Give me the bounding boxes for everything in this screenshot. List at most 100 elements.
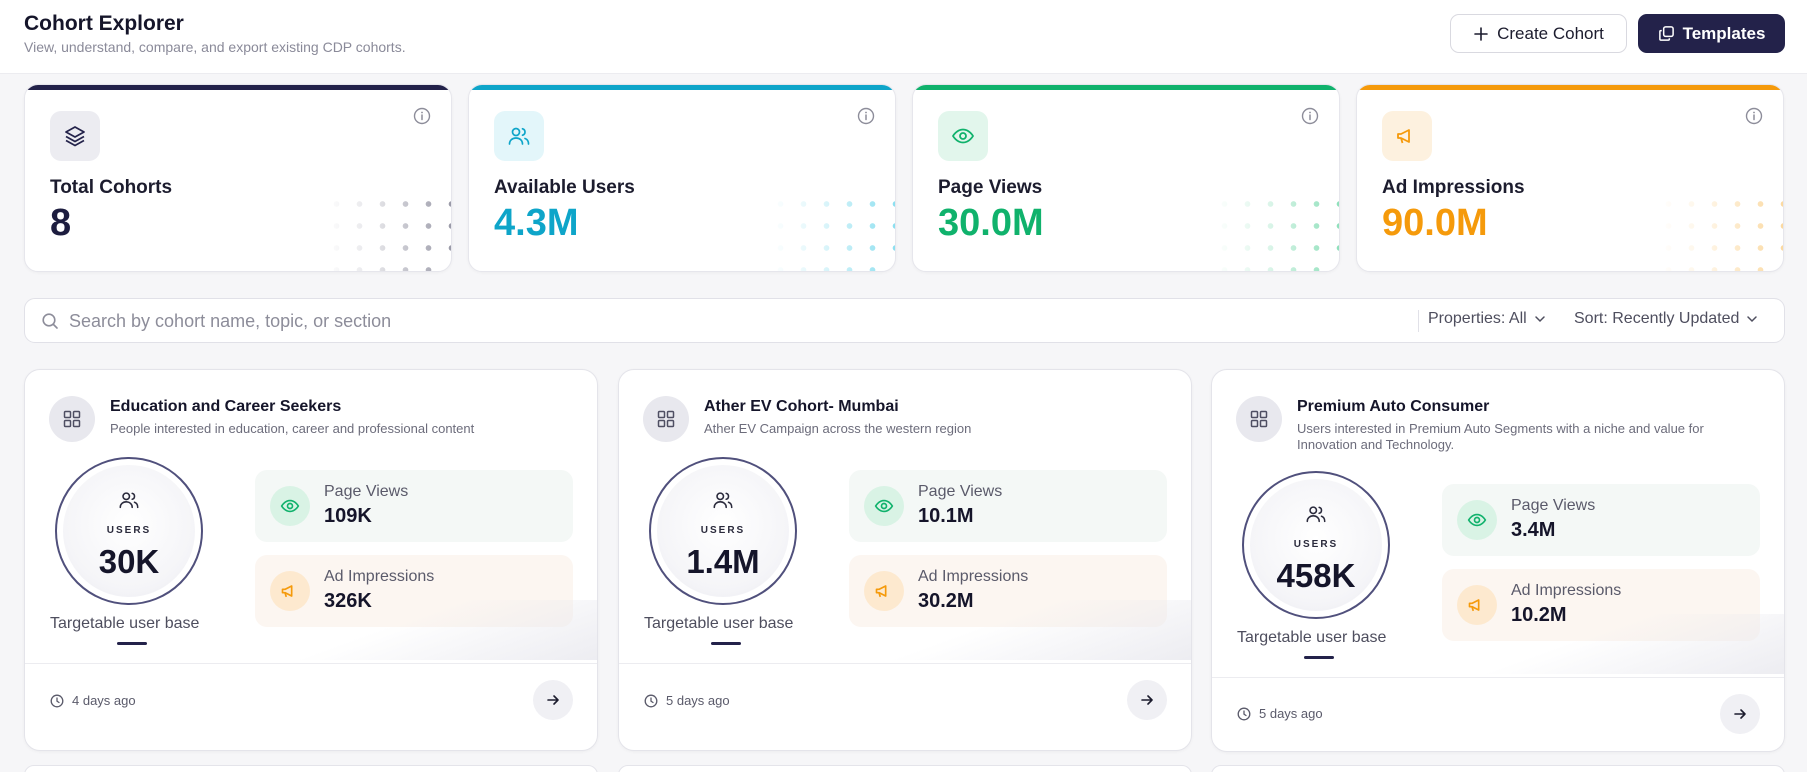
metric-label: Page Views bbox=[324, 483, 409, 500]
dot-pattern bbox=[323, 191, 451, 271]
users-icon bbox=[713, 492, 733, 509]
underline-indicator bbox=[117, 642, 147, 645]
open-cohort-button[interactable] bbox=[1127, 680, 1167, 720]
sort-label: Sort: Recently Updated bbox=[1574, 310, 1740, 327]
dot-pattern bbox=[1655, 191, 1783, 271]
metric-label: Ad Impressions bbox=[918, 568, 1029, 585]
stat-card-total-cohorts: Total Cohorts 8 bbox=[24, 84, 452, 272]
cohort-card[interactable]: Education and Career Seekers People inte… bbox=[24, 369, 598, 751]
page-subtitle: View, understand, compare, and export ex… bbox=[24, 39, 406, 55]
info-icon[interactable] bbox=[1301, 107, 1319, 125]
cohort-title: Ather EV Cohort- Mumbai bbox=[704, 398, 899, 415]
eye-icon bbox=[1457, 500, 1497, 540]
users-icon bbox=[119, 492, 139, 509]
cohort-description: Ather EV Campaign across the western reg… bbox=[704, 421, 972, 436]
users-ring: USERS 1.4M bbox=[649, 457, 797, 605]
metric-label: Ad Impressions bbox=[1511, 582, 1622, 599]
users-label: USERS bbox=[700, 525, 746, 536]
card-divider bbox=[1212, 677, 1784, 678]
sort-dropdown[interactable]: Sort: Recently Updated bbox=[1574, 310, 1758, 328]
templates-button[interactable]: Templates bbox=[1638, 14, 1785, 53]
plus-icon bbox=[1474, 26, 1488, 41]
templates-label: Templates bbox=[1682, 23, 1766, 43]
create-cohort-label: Create Cohort bbox=[1497, 23, 1604, 43]
open-cohort-button[interactable] bbox=[1720, 694, 1760, 734]
metric-label: Ad Impressions bbox=[324, 568, 435, 585]
clock-icon bbox=[644, 694, 658, 707]
users-icon bbox=[494, 111, 544, 161]
stat-card-available-users: Available Users 4.3M bbox=[468, 84, 896, 272]
metric-value: 3.4M bbox=[1511, 519, 1556, 541]
cohort-card[interactable]: Premium Auto Consumer Users interested i… bbox=[1211, 369, 1785, 752]
page-header: Cohort Explorer View, understand, compar… bbox=[0, 0, 1807, 74]
cohort-description: Users interested in Premium Auto Segment… bbox=[1297, 421, 1704, 452]
eye-icon bbox=[938, 111, 988, 161]
users-value: 30K bbox=[98, 543, 160, 580]
copy-icon bbox=[1658, 26, 1674, 41]
dot-pattern bbox=[1211, 191, 1339, 271]
targetable-label: Targetable user base bbox=[50, 615, 200, 632]
info-icon[interactable] bbox=[413, 107, 431, 125]
dot-pattern bbox=[767, 191, 895, 271]
updated-text: 5 days ago bbox=[1259, 706, 1323, 721]
metric-value: 10.1M bbox=[918, 505, 974, 527]
stat-value: 8 bbox=[50, 202, 72, 244]
properties-label: Properties: All bbox=[1428, 310, 1527, 327]
page-title: Cohort Explorer bbox=[24, 12, 184, 35]
stat-accent-bar bbox=[1357, 85, 1783, 90]
targetable-label: Targetable user base bbox=[644, 615, 794, 632]
underline-indicator bbox=[711, 642, 741, 645]
decorative-wave bbox=[297, 600, 597, 660]
open-cohort-button[interactable] bbox=[533, 680, 573, 720]
clock-icon bbox=[50, 694, 64, 707]
users-icon bbox=[1306, 506, 1326, 523]
layers-icon bbox=[50, 111, 100, 161]
card-divider bbox=[619, 663, 1191, 664]
grid-icon bbox=[49, 396, 95, 442]
users-ring: USERS 30K bbox=[55, 457, 203, 605]
clock-icon bbox=[1237, 707, 1251, 720]
megaphone-icon bbox=[1382, 111, 1432, 161]
targetable-label: Targetable user base bbox=[1237, 629, 1387, 646]
chevron-down-icon bbox=[1747, 316, 1758, 323]
stat-accent-bar bbox=[25, 85, 451, 90]
cohort-card-peek bbox=[1211, 765, 1785, 772]
properties-dropdown[interactable]: Properties: All bbox=[1428, 310, 1546, 328]
stat-label: Available Users bbox=[494, 177, 635, 198]
users-label: USERS bbox=[106, 525, 152, 536]
stat-value: 90.0M bbox=[1382, 202, 1488, 244]
metric-label: Page Views bbox=[1511, 497, 1596, 514]
arrow-right-icon bbox=[547, 695, 559, 705]
eye-icon bbox=[270, 486, 310, 526]
cohort-title: Premium Auto Consumer bbox=[1297, 398, 1490, 415]
stat-label: Ad Impressions bbox=[1382, 177, 1525, 198]
info-icon[interactable] bbox=[1745, 107, 1763, 125]
stat-value: 30.0M bbox=[938, 202, 1044, 244]
divider bbox=[1418, 310, 1419, 332]
stat-label: Page Views bbox=[938, 177, 1043, 198]
cohort-description: People interested in education, career a… bbox=[110, 421, 475, 436]
cohort-title: Education and Career Seekers bbox=[110, 398, 342, 415]
decorative-wave bbox=[1484, 614, 1784, 674]
cohort-card[interactable]: Ather EV Cohort- Mumbai Ather EV Campaig… bbox=[618, 369, 1192, 751]
updated-time: 5 days ago bbox=[644, 693, 730, 708]
stat-card-page-views: Page Views 30.0M bbox=[912, 84, 1340, 272]
create-cohort-button[interactable]: Create Cohort bbox=[1450, 14, 1627, 53]
updated-time: 5 days ago bbox=[1237, 706, 1323, 721]
stat-value: 4.3M bbox=[494, 202, 579, 244]
page-views-metric: Page Views 10.1M bbox=[849, 470, 1167, 542]
arrow-right-icon bbox=[1734, 709, 1746, 719]
users-value: 458K bbox=[1276, 557, 1356, 594]
stat-accent-bar bbox=[469, 85, 895, 90]
metric-label: Page Views bbox=[918, 483, 1003, 500]
updated-text: 4 days ago bbox=[72, 693, 136, 708]
stat-card-ad-impressions: Ad Impressions 90.0M bbox=[1356, 84, 1784, 272]
info-icon[interactable] bbox=[857, 107, 875, 125]
chevron-down-icon bbox=[1534, 316, 1545, 323]
search-input[interactable] bbox=[69, 305, 1409, 337]
arrow-right-icon bbox=[1141, 695, 1153, 705]
grid-icon bbox=[1236, 396, 1282, 442]
card-divider bbox=[25, 663, 597, 664]
underline-indicator bbox=[1304, 656, 1334, 659]
stat-accent-bar bbox=[913, 85, 1339, 90]
